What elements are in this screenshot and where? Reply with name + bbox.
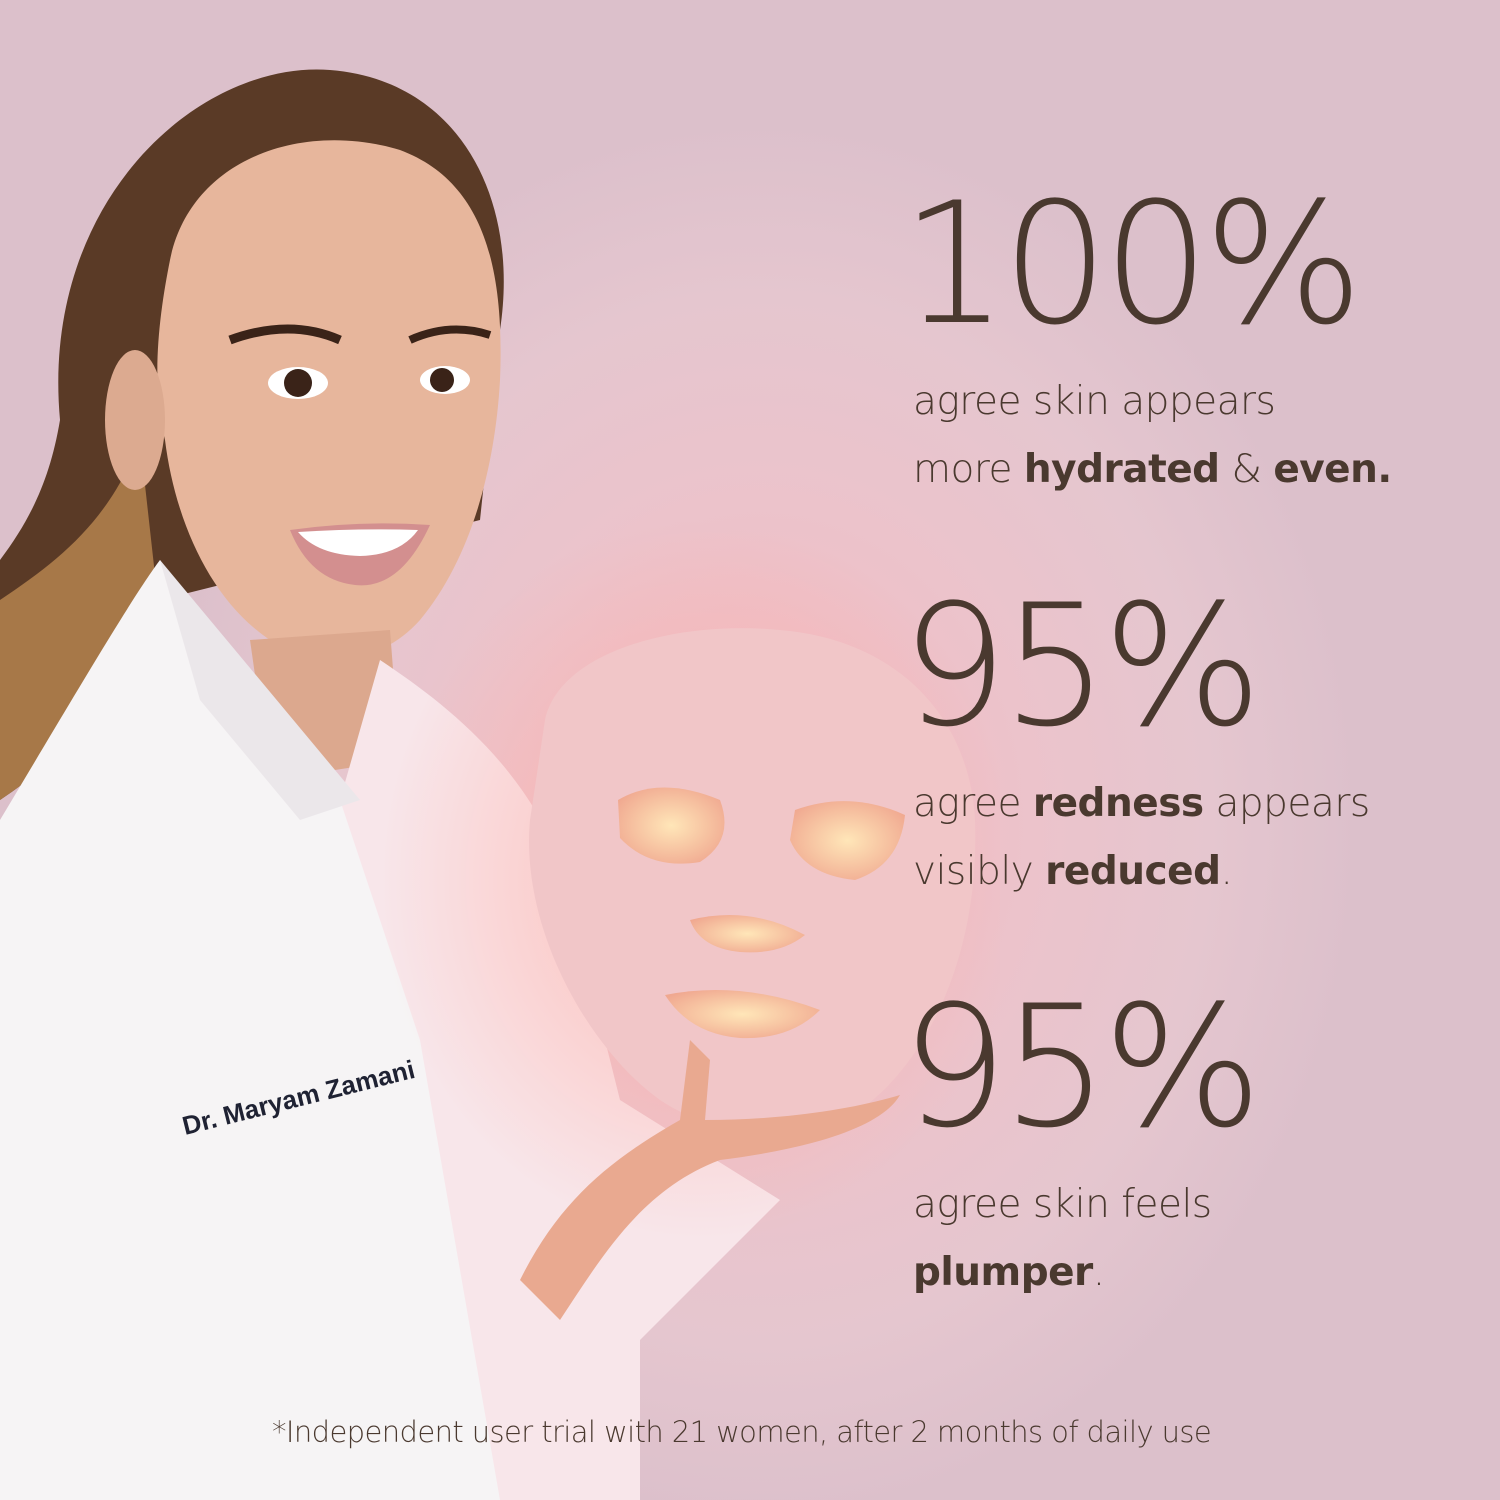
stat-value: 95% xyxy=(901,969,1262,1165)
desc-text: agree skin appears xyxy=(913,379,1276,424)
mask-eye-hole-right xyxy=(790,801,905,880)
desc-text: agree xyxy=(913,781,1033,826)
photo-doctor-holding-led-mask: Dr. Maryam Zamani xyxy=(0,69,1000,1500)
face xyxy=(105,140,501,780)
desc-text: more xyxy=(913,447,1024,492)
footnote: *Independent user trial with 21 women, a… xyxy=(272,1415,1212,1449)
stat-value: 95% xyxy=(901,568,1262,764)
desc-emphasis: hydrated xyxy=(1023,447,1220,492)
desc-emphasis: plumper xyxy=(913,1250,1093,1295)
desc-text: . xyxy=(1092,1250,1105,1295)
stat-description: agree skin appears more hydrated & even. xyxy=(913,368,1392,504)
stat-description: agree redness appears visibly reduced. xyxy=(913,770,1370,906)
mask-nose-hole xyxy=(690,915,805,953)
desc-emphasis: even. xyxy=(1273,447,1392,492)
stat-value: 100% xyxy=(901,166,1363,362)
stat-redness: 95% agree redness appears visibly reduce… xyxy=(901,582,1370,906)
hand xyxy=(520,1040,900,1320)
mask-mouth-hole xyxy=(665,990,820,1039)
desc-text: visibly xyxy=(913,849,1046,894)
desc-text: . xyxy=(1220,849,1233,894)
stat-description: agree skin feels plumper. xyxy=(913,1171,1256,1307)
desc-text: agree skin feels xyxy=(913,1182,1212,1227)
stat-hydrated: 100% agree skin appears more hydrated & … xyxy=(901,180,1392,504)
mask-eye-hole-left xyxy=(618,787,725,864)
desc-emphasis: reduced xyxy=(1045,849,1221,894)
desc-text: & xyxy=(1219,447,1274,492)
desc-emphasis: redness xyxy=(1032,781,1204,826)
led-face-mask xyxy=(529,628,976,1132)
stat-plumper: 95% agree skin feels plumper. xyxy=(901,983,1262,1307)
desc-text: appears xyxy=(1203,781,1371,826)
